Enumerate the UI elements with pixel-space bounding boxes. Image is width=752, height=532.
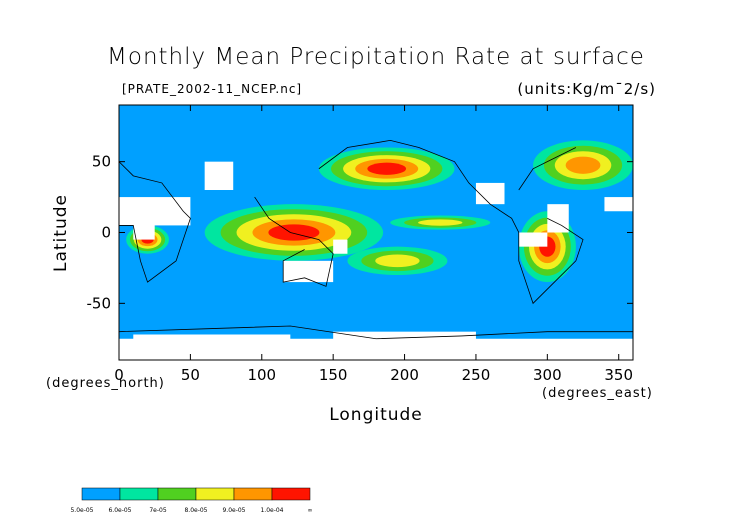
colorbar-swatch [157, 487, 197, 501]
colorbar-label: 1.0e-04 [260, 507, 283, 514]
chart-title: Monthly Mean Precipitation Rate at surfa… [107, 44, 645, 70]
colorbar-label: 9.0e-05 [222, 507, 245, 514]
coastline [318, 140, 584, 305]
y-tick-label: -50 [87, 294, 112, 312]
colorbar-label: 7e-05 [149, 507, 166, 514]
colorbar-label: ∞ [308, 507, 313, 514]
x-tick-label: 350 [604, 366, 633, 384]
colorbar-swatch [81, 487, 121, 501]
precip-itcz-east-pacific-level-3 [418, 219, 463, 226]
colorbar-label: 5.0e-05 [70, 507, 93, 514]
colorbar-label: 6.0e-05 [108, 507, 131, 514]
y-axis: -50 0 50 [87, 153, 633, 312]
y-tick-label: 50 [92, 153, 111, 171]
y-tick-label: 0 [101, 224, 111, 242]
x-tick-label: 0 [114, 366, 124, 384]
missing-data-patch [333, 239, 348, 254]
colorbar-swatch [195, 487, 235, 501]
precipitation-field [126, 140, 633, 283]
missing-data-patch [547, 204, 569, 233]
x-tick-label: 100 [247, 366, 276, 384]
x-axis-units: (degrees_east) [542, 386, 653, 401]
x-axis-label: Longitude [329, 405, 423, 425]
coastline [119, 161, 191, 283]
coastline [254, 196, 334, 287]
missing-data-patch [283, 260, 334, 283]
missing-data-patch [204, 161, 234, 190]
x-axis: 0 50 100 150 200 250 300 350 [114, 105, 633, 384]
y-axis-units: (degrees_north) [46, 376, 165, 391]
precip-north-atlantic-level-4 [565, 156, 601, 174]
precip-north-pacific-storm-track-level-5 [367, 162, 407, 175]
missing-data-areas [119, 161, 633, 360]
colorbar-swatch [233, 487, 273, 501]
coastline [518, 147, 577, 191]
x-tick-label: 200 [390, 366, 419, 384]
x-tick-label: 150 [319, 366, 348, 384]
missing-data-patch [518, 232, 548, 247]
x-tick-label: 250 [462, 366, 491, 384]
missing-data-patch [475, 182, 505, 205]
missing-data-patch [333, 331, 476, 343]
colorbar-swatch [271, 487, 311, 501]
missing-data-patch [133, 218, 155, 240]
colorbar-label: 8.0e-05 [184, 507, 207, 514]
coastline [119, 325, 633, 340]
colorbar: 5.0e-05 6.0e-05 7e-05 8.0e-05 9.0e-05 1.0e-04… [70, 487, 313, 514]
colorbar-swatch [119, 487, 159, 501]
x-tick-label: 50 [181, 366, 200, 384]
missing-data-patch [133, 334, 291, 346]
units-label: (units:Kg/m¯2/s) [517, 80, 656, 98]
precip-south-pacific-convergence-level-3 [375, 254, 420, 268]
coastlines [119, 140, 633, 340]
missing-data-patch [604, 197, 633, 212]
file-name-label: [PRATE_2002-11_NCEP.nc] [122, 82, 303, 96]
x-tick-label: 300 [533, 366, 562, 384]
